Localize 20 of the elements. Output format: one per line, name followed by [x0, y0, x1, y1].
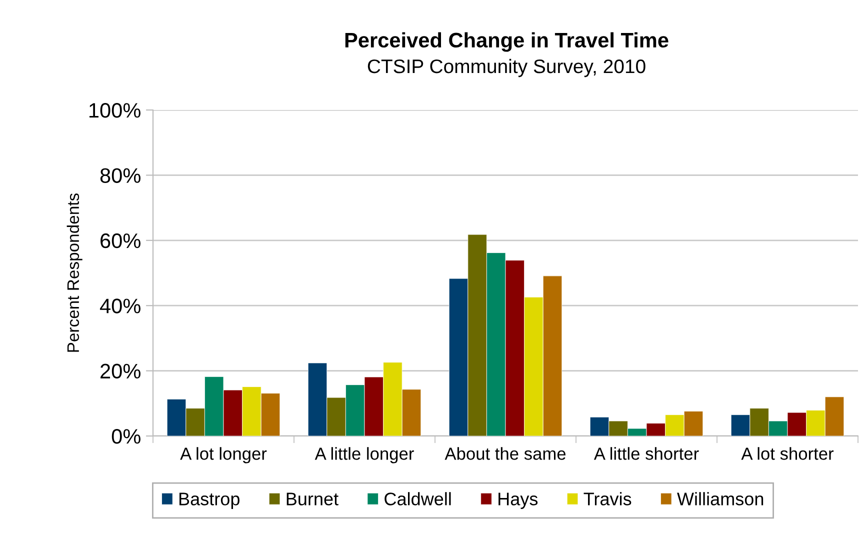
x-tick-label: A little longer [314, 447, 414, 464]
legend-label: Caldwell [384, 492, 451, 506]
y-tick-label: 80% [100, 168, 140, 183]
x-tick-label: A little shorter [594, 447, 699, 460]
legend-label: Bastrop [179, 492, 240, 509]
x-tick-label: A lot shorter [741, 447, 834, 460]
legend-label: Travis [584, 492, 632, 506]
legend-label: Burnet [286, 492, 338, 506]
x-tick-label: A lot longer [180, 447, 267, 464]
y-axis-title: Percent Respondents [66, 193, 82, 352]
x-tick-label: About the same [444, 447, 566, 460]
y-tick-label: 0% [112, 429, 140, 444]
y-tick-label: 40% [100, 298, 140, 314]
y-tick-label: 100% [90, 103, 140, 118]
y-tick-label: 20% [100, 364, 140, 379]
legend-label: Williamson [677, 492, 764, 506]
chart-subtitle: CTSIP Community Survey, 2010 [368, 58, 646, 78]
chart-title: Perceived Change in Travel Time [345, 32, 668, 52]
y-tick-label: 60% [100, 233, 140, 248]
legend-label: Hays [498, 492, 538, 509]
